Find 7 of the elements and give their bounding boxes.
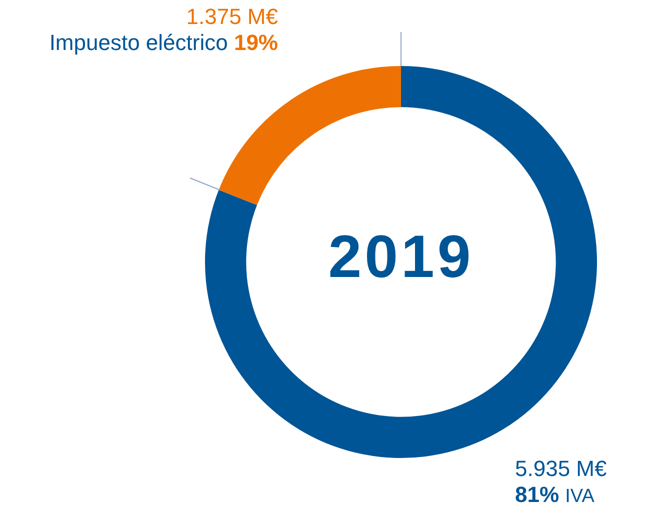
text: 1.375 M€ [185,4,278,30]
text: 2019 [327,222,475,291]
text: 5.935 M€ [515,456,607,482]
data-label: 81% [515,482,560,507]
slice-label: IVA [565,486,594,507]
data-label: 19% [234,30,278,55]
slice-label: Impuesto eléctrico [49,30,229,55]
